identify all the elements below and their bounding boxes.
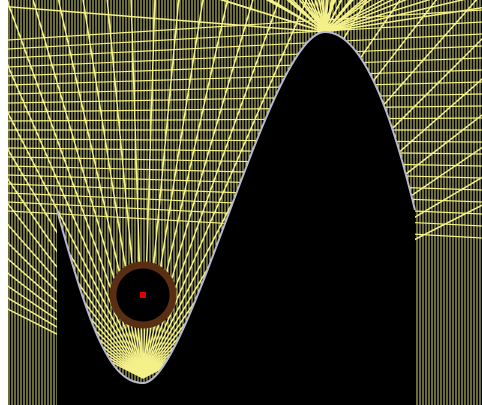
scene: [0, 0, 482, 405]
ball-center: [140, 292, 146, 298]
page: {} (() => { const data = JSON.parse(docu…: [0, 0, 482, 405]
